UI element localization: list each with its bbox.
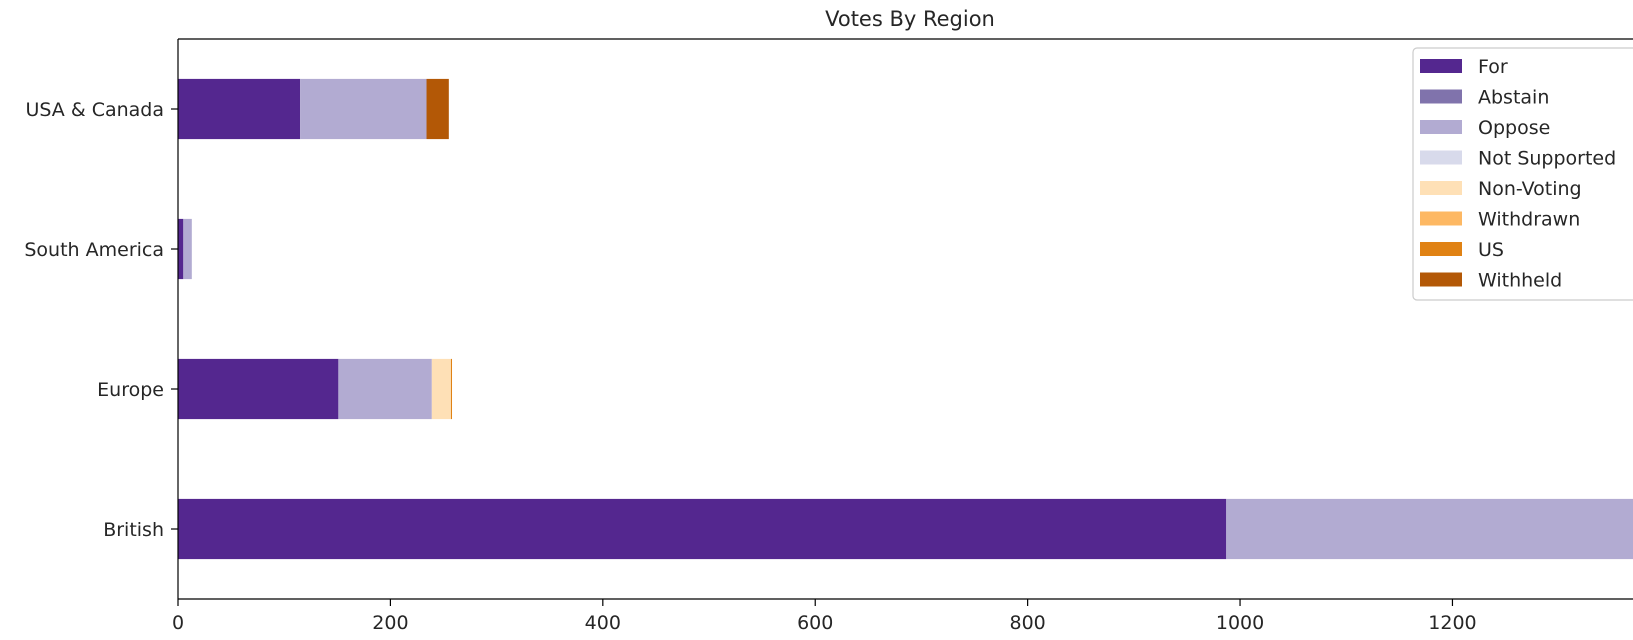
bar-south-america-for (178, 218, 184, 280)
x-tick-label-400: 400 (585, 612, 621, 634)
y-tick-label-british: British (103, 519, 164, 541)
legend: For Abstain Oppose Not Supported Non-Voting W… (1412, 47, 1633, 301)
bar-british-oppose (1226, 498, 1633, 560)
bar-europe-for (178, 358, 339, 420)
legend-swatch-withheld (1420, 272, 1462, 287)
bar-europe-us (450, 358, 453, 420)
legend-swatch-oppose (1420, 120, 1462, 134)
x-tick-label-800: 800 (1010, 612, 1046, 634)
legend-swatch-us (1420, 242, 1462, 256)
bar-south-america-oppose (183, 218, 192, 280)
legend-swatch-abstain (1420, 89, 1462, 104)
bar-british-for (178, 498, 1227, 560)
legend-swatch-withdrawn (1420, 211, 1462, 226)
bar-europe-oppose (338, 358, 432, 420)
bar-layer (178, 78, 1633, 560)
legend-label-us: US (1478, 239, 1504, 261)
chart-title: Votes By Region (825, 7, 995, 31)
y-tick-label-europe: Europe (97, 379, 164, 401)
x-tick-label-0: 0 (172, 612, 184, 634)
legend-swatch-non-voting (1420, 181, 1462, 195)
x-tick-label-600: 600 (797, 612, 833, 634)
legend-label-abstain: Abstain (1478, 87, 1549, 109)
legend-label-not-supported: Not Supported (1478, 148, 1616, 170)
legend-box (1412, 47, 1633, 301)
y-tick-label-south-america: South America (24, 239, 164, 261)
x-tick-label-1200: 1200 (1428, 612, 1476, 634)
bar-usa-and-canada-oppose (300, 78, 427, 140)
bar-usa-and-canada-for (178, 78, 301, 140)
legend-label-non-voting: Non-Voting (1478, 178, 1582, 200)
legend-label-oppose: Oppose (1478, 117, 1550, 139)
x-tick-label-200: 200 (372, 612, 408, 634)
bar-europe-non-voting (431, 358, 451, 420)
legend-swatch-for (1420, 59, 1462, 73)
bar-usa-and-canada-withheld (426, 78, 449, 140)
legend-swatch-not-supported (1420, 150, 1462, 165)
legend-label-for: For (1478, 56, 1508, 78)
x-tick-label-1000: 1000 (1216, 612, 1264, 634)
y-tick-label-usa-and-canada: USA & Canada (25, 99, 164, 121)
axes-layer: USA & Canada South America Europe British 0 2… (24, 38, 1633, 634)
legend-label-withdrawn: Withdrawn (1478, 209, 1580, 231)
legend-label-withheld: Withheld (1478, 270, 1562, 292)
